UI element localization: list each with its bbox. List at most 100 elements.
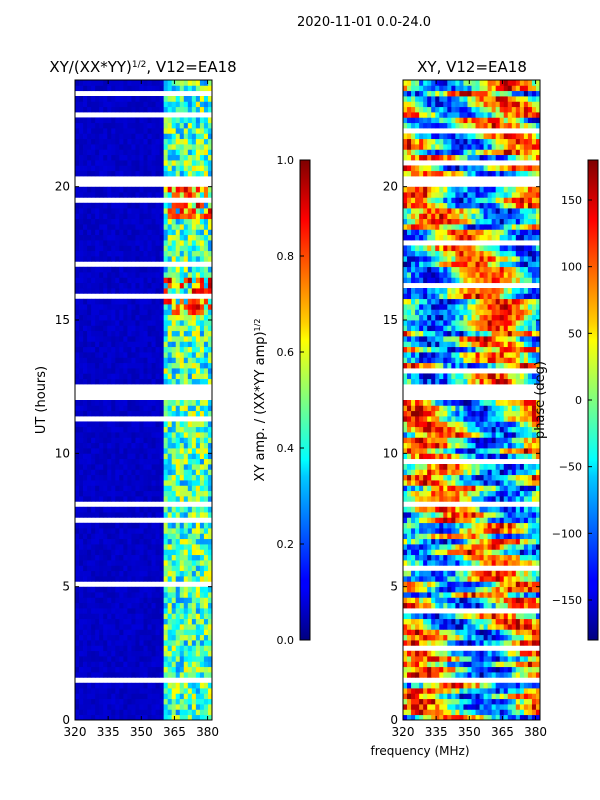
heatmap-cell (483, 570, 489, 577)
heatmap-cell (463, 522, 468, 529)
heatmap-cell (75, 250, 80, 257)
left-title-exponent: 1/2 (132, 60, 146, 70)
heatmap-cell (403, 485, 408, 492)
heatmap-cell (147, 485, 152, 492)
heatmap-cell (163, 400, 169, 406)
heatmap-cell (203, 522, 209, 529)
heatmap-cell (119, 656, 124, 662)
heatmap-cell (199, 288, 205, 294)
heatmap-cell (171, 368, 177, 374)
heatmap-cell (407, 624, 412, 630)
heatmap-cell (111, 698, 116, 705)
heatmap-cell (155, 645, 161, 652)
heatmap-cell (135, 624, 140, 630)
heatmap-cell (203, 608, 209, 614)
heatmap-cell (147, 469, 152, 476)
heatmap-cell (111, 240, 116, 246)
heatmap-cell (203, 640, 209, 646)
heatmap-cell (115, 405, 120, 412)
heatmap-cell (75, 682, 80, 689)
heatmap-cell (147, 154, 152, 161)
heatmap-cell (199, 250, 205, 257)
heatmap-cell (119, 453, 124, 460)
heatmap-cell (507, 693, 513, 700)
heatmap-cell (87, 160, 92, 166)
heatmap-cell (167, 352, 173, 358)
heatmap-cell (503, 538, 509, 545)
heatmap-cell (171, 266, 177, 273)
heatmap-cell (83, 80, 88, 86)
heatmap-cell (415, 698, 420, 705)
heatmap-cell (463, 624, 468, 630)
heatmap-cell (415, 656, 420, 662)
heatmap-cell (123, 341, 128, 348)
heatmap-cell (127, 570, 132, 577)
heatmap-cell (171, 656, 177, 662)
heatmap-cell (203, 453, 209, 460)
heatmap-cell (91, 277, 96, 284)
heatmap-cell (191, 96, 197, 102)
heatmap-cell (179, 522, 185, 529)
heatmap-cell (503, 666, 509, 673)
heatmap-cell (87, 256, 92, 262)
heatmap-cell (519, 485, 525, 492)
heatmap-cell (75, 666, 80, 673)
heatmap-cell (407, 560, 412, 566)
heatmap-cell (83, 661, 88, 668)
heatmap-cell (155, 666, 161, 673)
heatmap-cell (87, 240, 92, 246)
heatmap-cell (159, 186, 165, 193)
heatmap-cell (99, 405, 104, 412)
heatmap-cell (123, 693, 128, 700)
heatmap-cell (115, 218, 120, 225)
heatmap-cell (83, 218, 88, 225)
heatmap-cell (107, 309, 112, 316)
heatmap-cell (95, 656, 100, 662)
heatmap-cell (475, 709, 480, 716)
heatmap-cell (103, 480, 108, 486)
heatmap-cell (191, 122, 197, 129)
heatmap-cell (207, 629, 213, 636)
heatmap-cell (107, 341, 112, 348)
heatmap-cell (143, 640, 148, 646)
heatmap-cell (151, 592, 156, 598)
heatmap-cell (143, 320, 148, 326)
heatmap-cell (111, 437, 116, 444)
heatmap-cell (463, 512, 468, 518)
heatmap-cell (103, 512, 108, 518)
heatmap-cell (107, 154, 112, 161)
heatmap-cell (439, 485, 444, 492)
heatmap-cell (119, 592, 124, 598)
heatmap-cell (151, 506, 156, 513)
heatmap-cell (127, 272, 132, 278)
heatmap-cell (407, 517, 412, 524)
heatmap-cell (147, 186, 152, 193)
heatmap-cell (199, 362, 205, 369)
heatmap-cell (119, 378, 124, 385)
heatmap-cell (111, 448, 116, 454)
heatmap-cell (107, 272, 112, 278)
heatmap-cell (503, 682, 509, 689)
heatmap-cell (411, 581, 416, 588)
heatmap-cell (171, 613, 177, 620)
heatmap-cell (155, 602, 161, 609)
heatmap-cell (135, 405, 140, 412)
heatmap-cell (155, 224, 161, 230)
heatmap-cell (79, 688, 84, 694)
heatmap-cell (119, 613, 124, 620)
heatmap-cell (131, 250, 136, 257)
heatmap-cell (127, 629, 132, 636)
heatmap-cell (179, 208, 185, 214)
heatmap-cell (79, 410, 84, 417)
heatmap-cell (471, 560, 476, 566)
heatmap-cell (167, 506, 173, 513)
heatmap-cell (179, 229, 185, 236)
heatmap-cell (191, 346, 197, 353)
heatmap-cell (503, 549, 509, 556)
heatmap-cell (487, 554, 493, 561)
heatmap-cell (407, 549, 412, 556)
heatmap-cell (127, 202, 132, 209)
heatmap-cell (483, 714, 489, 721)
heatmap-cell (503, 570, 509, 577)
heatmap-cell (495, 554, 501, 561)
